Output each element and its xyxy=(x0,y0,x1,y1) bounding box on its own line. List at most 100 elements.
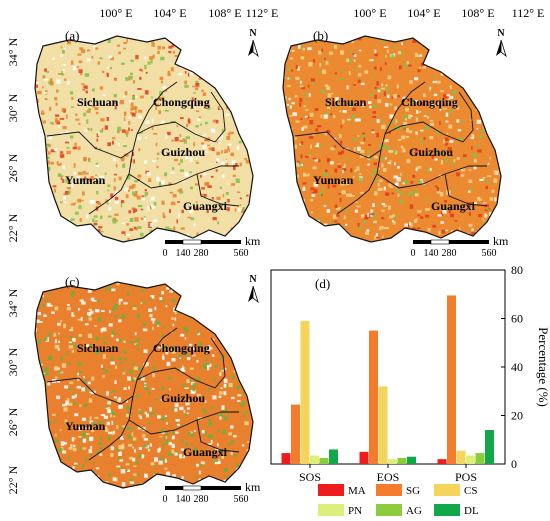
bar-PN-EOS xyxy=(388,459,397,464)
province-border xyxy=(46,377,134,405)
panel-tag: (b) xyxy=(313,28,328,43)
bar-CS-SOS xyxy=(300,320,310,464)
y-tick-label: 40 xyxy=(511,360,523,374)
lon-tick: 104° E xyxy=(407,6,440,20)
province-border xyxy=(210,337,226,389)
north-arrow-icon: N xyxy=(248,274,259,304)
x-tick-label: EOS xyxy=(377,470,400,484)
lat-tick: 22° N xyxy=(6,213,20,242)
x-tick-label: SOS xyxy=(299,470,321,484)
bar-SG-SOS xyxy=(291,404,300,464)
scale-label: 280 xyxy=(194,494,209,505)
scale-label: 0 xyxy=(163,248,168,259)
province-border xyxy=(210,91,226,143)
north-label: N xyxy=(497,28,505,39)
province-label: Yunnan xyxy=(65,173,106,187)
province-label: Guizhou xyxy=(409,145,453,159)
legend-swatch-CS xyxy=(434,484,460,496)
map-panel-a: Sichuan Chongqing Guizhou Yunnan Guangxi (a) N… xyxy=(34,28,262,259)
province-border xyxy=(336,149,382,215)
region-fill xyxy=(35,36,253,242)
north-arrow-icon: N xyxy=(248,28,259,58)
province-border xyxy=(384,81,426,135)
map-panel-b: Sichuan Chongqing Guizhou Yunnan Guangxi (b) N… xyxy=(282,28,510,259)
scale-label: 140 xyxy=(176,248,191,259)
legend-label-MA: MA xyxy=(348,485,366,497)
panel-tag: (a) xyxy=(65,28,79,43)
bar-chart-panel: 0 20 40 60 80 Percentage (%) (d) SOS EOS POS MA SG C… xyxy=(270,263,550,517)
lon-tick: 108° E xyxy=(461,6,494,20)
lon-tick: 112° E xyxy=(512,6,545,20)
scale-label: 0 xyxy=(163,494,168,505)
bar-AG-EOS xyxy=(397,457,407,464)
lon-tick: 108° E xyxy=(208,6,241,20)
bar-PN-POS xyxy=(466,455,475,464)
scale-unit: km xyxy=(245,234,261,248)
province-label: Chongqing xyxy=(401,95,458,109)
province-label: Chongqing xyxy=(153,95,210,109)
legend-label-DL: DL xyxy=(464,505,479,517)
lon-tick: 104° E xyxy=(153,6,186,20)
bar-SG-POS xyxy=(447,295,456,464)
y-tick-label: 0 xyxy=(511,457,517,471)
legend-label-SG: SG xyxy=(406,485,420,497)
legend-label-CS: CS xyxy=(464,485,477,497)
scale-label: 560 xyxy=(234,494,249,505)
province-border xyxy=(444,173,488,207)
scale-label: 280 xyxy=(442,248,457,259)
map-panel-c: Sichuan Chongqing Guizhou Yunnan Guangxi (c) N… xyxy=(34,274,262,505)
y-tick-label: 60 xyxy=(511,312,523,326)
panel-tag: (c) xyxy=(65,274,79,289)
y-axis-label: Percentage (%) xyxy=(536,327,550,407)
province-border xyxy=(376,165,487,189)
lat-tick: 34° N xyxy=(6,37,20,66)
province-label: Guangxi xyxy=(431,199,476,213)
province-label: Guangxi xyxy=(183,199,228,213)
province-border xyxy=(196,173,240,207)
scale-label: 140 xyxy=(176,494,191,505)
scale-label: 280 xyxy=(194,248,209,259)
bar-MA-POS xyxy=(437,459,447,464)
north-arrow-icon: N xyxy=(496,28,507,58)
x-tick-label: POS xyxy=(455,470,477,484)
panel-tag: (d) xyxy=(315,276,330,291)
province-border xyxy=(88,149,134,215)
province-label: Sichuan xyxy=(77,341,119,355)
province-border xyxy=(46,131,134,159)
bar-AG-SOS xyxy=(319,457,329,464)
north-label: N xyxy=(249,28,257,39)
y-tick-label: 80 xyxy=(511,263,523,277)
north-label: N xyxy=(249,274,257,285)
lon-tick: 112° E xyxy=(246,6,279,20)
province-border xyxy=(136,81,178,135)
province-label: Sichuan xyxy=(325,95,367,109)
province-border xyxy=(128,165,239,189)
province-border xyxy=(196,419,240,453)
legend-swatch-MA xyxy=(318,484,344,496)
lat-tick: 30° N xyxy=(6,347,20,376)
region-outline xyxy=(34,35,254,243)
lat-tick: 22° N xyxy=(6,465,20,494)
legend-label-AG: AG xyxy=(406,505,422,517)
province-border xyxy=(132,121,216,151)
legend-swatch-PN xyxy=(318,504,344,516)
bar-DL-EOS xyxy=(407,456,416,464)
province-border xyxy=(136,327,178,381)
legend-swatch-SG xyxy=(376,484,402,496)
province-label: Chongqing xyxy=(153,341,210,355)
province-label: Guizhou xyxy=(161,391,205,405)
province-label: Guangxi xyxy=(183,445,228,459)
legend-label-PN: PN xyxy=(348,505,362,517)
bar-DL-SOS xyxy=(329,449,338,464)
province-label: Sichuan xyxy=(77,95,119,109)
lon-tick: 100° E xyxy=(353,6,386,20)
legend-swatch-AG xyxy=(376,504,402,516)
bar-MA-EOS xyxy=(359,451,369,464)
scale-unit: km xyxy=(245,480,261,494)
y-tick-label: 20 xyxy=(511,409,523,423)
province-label: Guizhou xyxy=(161,145,205,159)
